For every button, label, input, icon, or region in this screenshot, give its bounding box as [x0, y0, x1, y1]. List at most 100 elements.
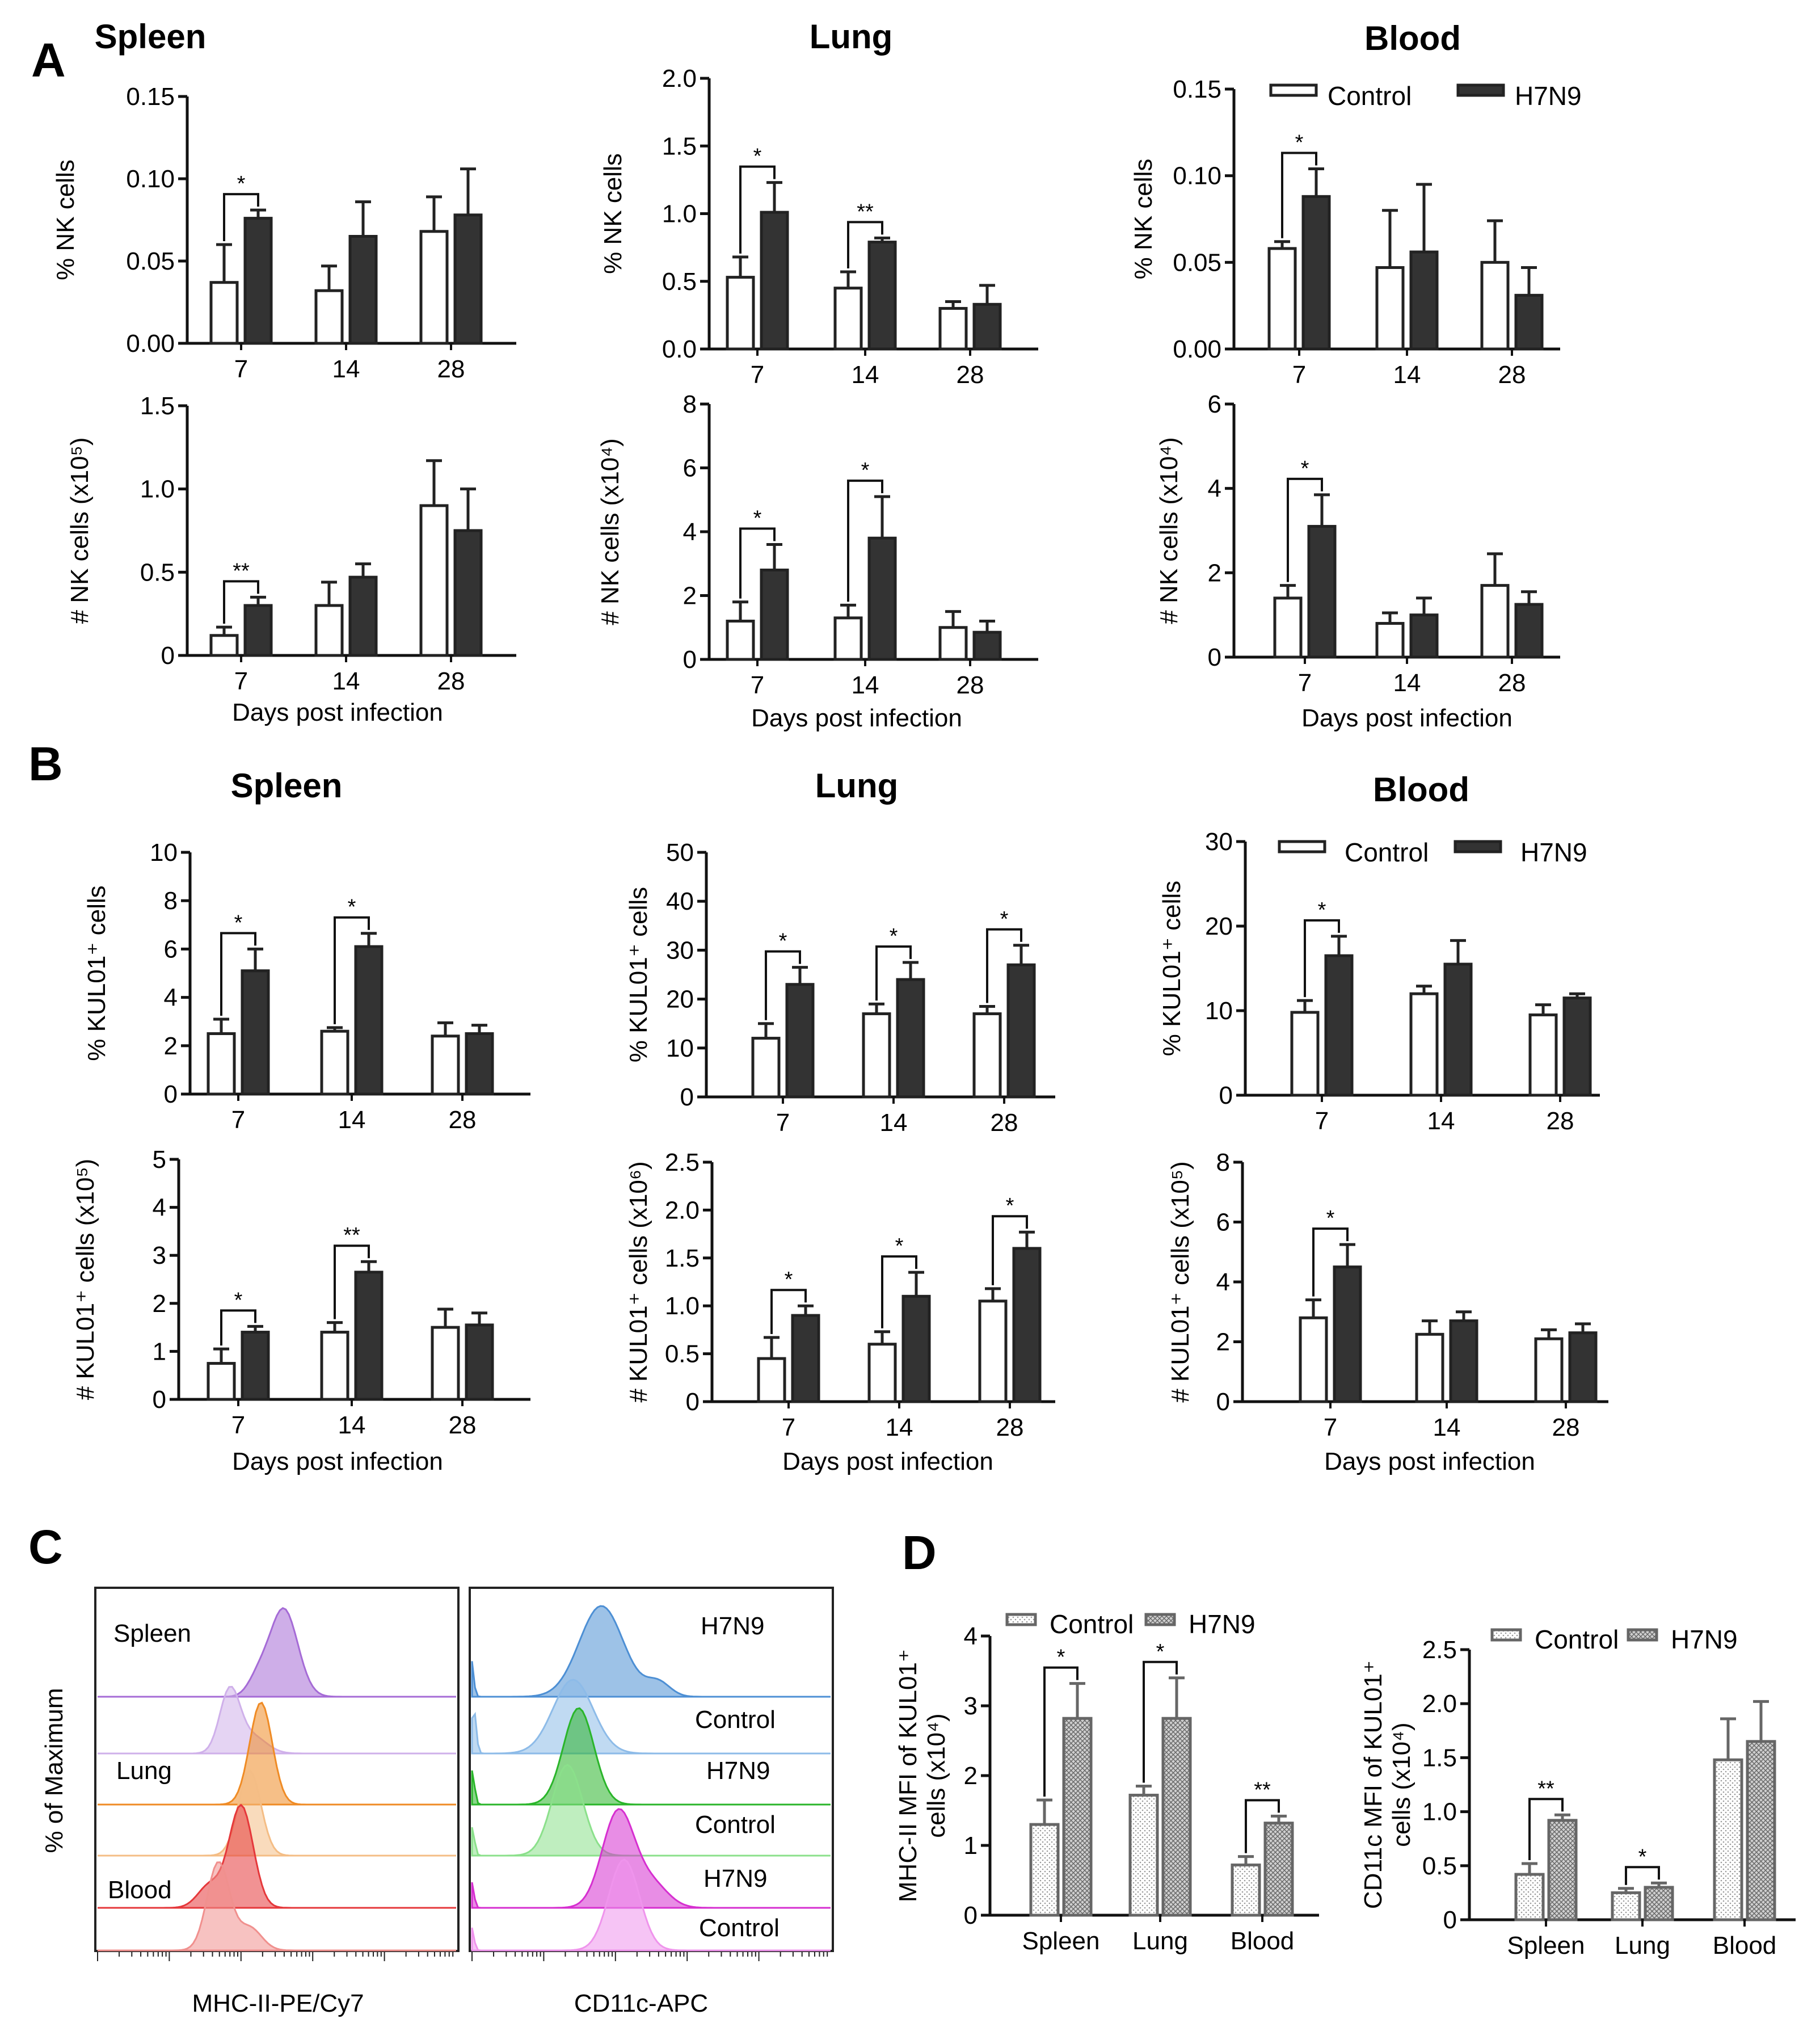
y-tick-label: 0 — [1219, 1082, 1233, 1109]
significance-bracket — [334, 1244, 370, 1319]
bar-control-7 — [207, 1032, 236, 1096]
x-tick-label: 14 — [1427, 1107, 1455, 1135]
x-tick-label: Blood — [1713, 1932, 1777, 1959]
bar-control-28 — [431, 1326, 460, 1401]
y-axis-label: # NK cells (x10⁴) — [1155, 437, 1183, 624]
y-axis-label: % KUL01⁺ cells — [625, 887, 652, 1062]
bar-h7n9-28 — [1006, 963, 1036, 1099]
bar-h7n9-14 — [1409, 250, 1439, 351]
bar-control-28 — [1480, 260, 1510, 351]
chart-title: Lung — [810, 18, 893, 56]
x-tick-label: 14 — [338, 1106, 366, 1134]
chart-title: Blood — [1373, 771, 1469, 809]
y-tick-label: 4 — [1208, 475, 1221, 503]
x-tick-label: 7 — [751, 671, 764, 699]
significance-bracket — [881, 1255, 917, 1328]
x-tick-label: 7 — [1298, 669, 1312, 697]
legend-h7n9-label: H7N9 — [1189, 1609, 1256, 1639]
legend-panel-a: Control H7N9 — [1269, 81, 1582, 111]
y-tick-label: 8 — [683, 390, 697, 418]
chart-title: Spleen — [231, 767, 343, 805]
flow-label-h7n9-3: H7N9 — [703, 1865, 768, 1893]
bar-control-14 — [320, 1029, 349, 1096]
hist-cd11c-blood-control — [471, 1858, 831, 1952]
legend-h7n9-swatch — [1627, 1628, 1658, 1642]
y-tick-label: 2.0 — [662, 65, 697, 92]
y-tick-label: 2 — [1208, 559, 1221, 587]
bar-h7n9-14 — [1443, 962, 1473, 1097]
flow-right-x-label: CD11c-APC — [574, 1990, 708, 2017]
y-axis-label: # KUL01⁺ cells (x10⁵) — [71, 1159, 99, 1400]
x-tick-label: Lung — [1615, 1932, 1670, 1959]
y-tick-label: 0.5 — [665, 1340, 700, 1368]
chart-title: Blood — [1364, 19, 1461, 57]
significance-bracket — [986, 928, 1022, 1003]
bar-h7n9-28 — [465, 1032, 494, 1096]
significance-bracket — [1043, 1666, 1078, 1797]
y-tick-label: 0 — [1208, 644, 1221, 671]
x-tick-label: 14 — [852, 671, 879, 699]
y-tick-label: 0 — [1443, 1906, 1457, 1934]
bar-h7n9-28 — [1012, 1247, 1042, 1403]
significance-bracket — [1287, 477, 1323, 582]
legend-control-swatch — [1005, 1613, 1037, 1626]
y-axis-label: # NK cells (x10⁴) — [596, 438, 624, 625]
y-tick-label: 2 — [964, 1762, 978, 1790]
chart-B-lung-num: 0 0.5 1.0 1.5 2.0 2.5 # KUL01⁺ cells (x10⁶) 7 14… — [625, 1149, 1055, 1475]
x-axis-label: Days post infection — [232, 1448, 443, 1475]
significance-bracket — [220, 1309, 256, 1346]
y-tick-label: 1 — [964, 1832, 978, 1860]
y-tick-label: 0 — [153, 1386, 166, 1414]
y-tick-label: 0.15 — [126, 83, 175, 111]
hist-cd11c-spleen-control — [471, 1679, 831, 1755]
legend-control-label: Control — [1050, 1609, 1134, 1639]
y-axis-label: # KUL01⁺ cells (x10⁵) — [1166, 1161, 1194, 1402]
bar-h7n9-7 — [241, 1331, 270, 1401]
bar-h7n9-14 — [901, 1294, 931, 1403]
x-tick-label: 28 — [957, 671, 984, 699]
significance-bracket — [770, 1289, 807, 1334]
bar-h7n9-28 — [1514, 293, 1544, 351]
significance-label: ** — [857, 200, 874, 224]
y-axis-label: # KUL01⁺ cells (x10⁶) — [625, 1161, 652, 1402]
bar-control-7 — [757, 1357, 786, 1403]
bar-h7n9-7 — [243, 604, 273, 657]
legend-control-label: Control — [1535, 1625, 1619, 1654]
x-axis-label: Days post infection — [232, 699, 443, 726]
bar-h7n9-14 — [348, 235, 378, 345]
legend-h7n9-swatch — [1456, 83, 1505, 97]
legend-control-label: Control — [1345, 838, 1429, 867]
y-tick-label: 3 — [964, 1692, 978, 1720]
y-tick-label: 6 — [164, 935, 178, 963]
y-tick-label: 4 — [964, 1622, 978, 1650]
significance-label: * — [779, 930, 787, 953]
flow-label-h7n9-2: H7N9 — [706, 1757, 770, 1785]
legend-control-label: Control — [1328, 81, 1412, 111]
flow-right-histograms — [471, 1605, 831, 1961]
y-tick-label: 30 — [1205, 828, 1233, 856]
bar-h7n9-7 — [760, 211, 789, 351]
significance-bracket — [1245, 1799, 1280, 1853]
y-tick-label: 6 — [1208, 390, 1221, 418]
flow-tissue-spleen: Spleen — [113, 1620, 191, 1647]
y-tick-label: 10 — [666, 1034, 694, 1062]
bar-control-7 — [726, 276, 755, 351]
y-tick-label: 0.5 — [662, 268, 697, 296]
y-tick-label: 3 — [153, 1242, 166, 1269]
legend-panel-d-right: Control H7N9 — [1490, 1625, 1738, 1654]
y-tick-label: 30 — [666, 936, 694, 964]
y-tick-label: 0.00 — [1173, 335, 1221, 363]
significance-bracket — [765, 950, 801, 1020]
y-tick-label: 0 — [164, 1080, 178, 1108]
significance-bracket — [220, 932, 256, 1016]
chart-title: Lung — [815, 767, 899, 805]
x-tick-label: 7 — [234, 667, 248, 695]
significance-label: ** — [233, 559, 250, 583]
bar-control-Spleen — [1514, 1873, 1545, 1921]
bar-control-28 — [419, 230, 449, 345]
x-tick-label: 28 — [437, 667, 465, 695]
significance-label: * — [1295, 131, 1304, 154]
panel-c-flow: Spleen Lung Blood H7N9 Control H7N9 Cont… — [40, 1587, 834, 2017]
bar-control-7 — [751, 1037, 781, 1099]
